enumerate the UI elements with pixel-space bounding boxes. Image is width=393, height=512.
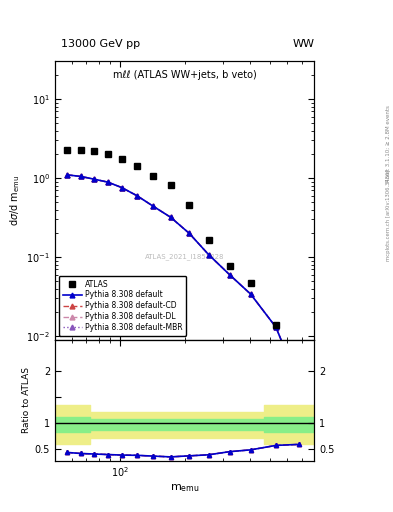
Pythia 8.308 default	[274, 324, 278, 330]
Pythia 8.308 default-DL	[274, 324, 278, 330]
Line: Pythia 8.308 default-DL: Pythia 8.308 default-DL	[65, 173, 301, 386]
Pythia 8.308 default-CD	[134, 193, 139, 199]
ATLAS	[151, 173, 156, 179]
Pythia 8.308 default-CD	[65, 172, 70, 178]
Pythia 8.308 default-DL	[119, 184, 124, 190]
Pythia 8.308 default-CD	[297, 380, 301, 387]
Pythia 8.308 default-DL	[168, 214, 173, 220]
Pythia 8.308 default	[248, 291, 253, 297]
Text: mcplots.cern.ch [arXiv:1306.3436]: mcplots.cern.ch [arXiv:1306.3436]	[386, 169, 391, 261]
ATLAS	[92, 148, 97, 154]
Pythia 8.308 default	[297, 380, 301, 387]
Pythia 8.308 default-MBR	[206, 251, 211, 258]
Pythia 8.308 default	[168, 214, 173, 220]
Text: WW: WW	[292, 38, 314, 49]
Pythia 8.308 default-CD	[106, 179, 110, 185]
Y-axis label: Ratio to ATLAS: Ratio to ATLAS	[22, 367, 31, 433]
Pythia 8.308 default-MBR	[79, 174, 83, 180]
Pythia 8.308 default-DL	[92, 176, 97, 182]
Pythia 8.308 default-CD	[274, 324, 278, 330]
Pythia 8.308 default-DL	[248, 291, 253, 297]
Pythia 8.308 default-DL	[297, 380, 301, 387]
ATLAS	[65, 146, 70, 153]
Pythia 8.308 default-CD	[248, 291, 253, 297]
Pythia 8.308 default-MBR	[106, 179, 110, 185]
Pythia 8.308 default-MBR	[168, 214, 173, 220]
Line: Pythia 8.308 default-CD: Pythia 8.308 default-CD	[65, 173, 301, 386]
ATLAS	[297, 357, 301, 363]
ATLAS	[168, 181, 173, 187]
Pythia 8.308 default-MBR	[134, 193, 139, 199]
Pythia 8.308 default-CD	[92, 176, 97, 182]
Pythia 8.308 default	[206, 251, 211, 258]
Line: Pythia 8.308 default: Pythia 8.308 default	[65, 173, 301, 386]
ATLAS	[248, 280, 253, 286]
Pythia 8.308 default	[65, 172, 70, 178]
Pythia 8.308 default-DL	[65, 172, 70, 178]
Pythia 8.308 default-DL	[106, 179, 110, 185]
Pythia 8.308 default-DL	[79, 174, 83, 180]
Pythia 8.308 default-DL	[206, 251, 211, 258]
Pythia 8.308 default-MBR	[274, 324, 278, 330]
Pythia 8.308 default-CD	[206, 251, 211, 258]
Pythia 8.308 default	[119, 184, 124, 190]
ATLAS	[206, 237, 211, 243]
ATLAS	[274, 322, 278, 328]
Pythia 8.308 default	[227, 271, 232, 278]
Text: Rivet 3.1.10; ≥ 2.8M events: Rivet 3.1.10; ≥ 2.8M events	[386, 105, 391, 182]
Pythia 8.308 default-DL	[227, 271, 232, 278]
Pythia 8.308 default-MBR	[92, 176, 97, 182]
Pythia 8.308 default-CD	[119, 184, 124, 190]
Pythia 8.308 default-MBR	[227, 271, 232, 278]
Pythia 8.308 default-CD	[187, 230, 192, 237]
ATLAS	[134, 163, 139, 169]
ATLAS	[187, 202, 192, 208]
ATLAS	[79, 146, 83, 153]
Pythia 8.308 default	[187, 230, 192, 237]
Y-axis label: d$\sigma$/d m$_{\rm emu}$: d$\sigma$/d m$_{\rm emu}$	[8, 175, 22, 226]
Pythia 8.308 default-DL	[134, 193, 139, 199]
Text: ATLAS_2021_I1852328: ATLAS_2021_I1852328	[145, 253, 224, 260]
Pythia 8.308 default-DL	[151, 203, 156, 209]
Pythia 8.308 default	[151, 203, 156, 209]
Pythia 8.308 default-CD	[79, 174, 83, 180]
Text: mℓℓ (ATLAS WW+jets, b veto): mℓℓ (ATLAS WW+jets, b veto)	[113, 70, 257, 80]
X-axis label: m$_{\rm emu}$: m$_{\rm emu}$	[170, 482, 200, 494]
Line: Pythia 8.308 default-MBR: Pythia 8.308 default-MBR	[65, 173, 301, 386]
Line: ATLAS: ATLAS	[64, 146, 302, 363]
Pythia 8.308 default-MBR	[248, 291, 253, 297]
Pythia 8.308 default-MBR	[187, 230, 192, 237]
Pythia 8.308 default-MBR	[119, 184, 124, 190]
Text: 13000 GeV pp: 13000 GeV pp	[61, 38, 140, 49]
Pythia 8.308 default	[79, 174, 83, 180]
Pythia 8.308 default-CD	[151, 203, 156, 209]
Pythia 8.308 default-DL	[187, 230, 192, 237]
Legend: ATLAS, Pythia 8.308 default, Pythia 8.308 default-CD, Pythia 8.308 default-DL, P: ATLAS, Pythia 8.308 default, Pythia 8.30…	[59, 275, 186, 336]
Pythia 8.308 default	[134, 193, 139, 199]
Pythia 8.308 default-CD	[227, 271, 232, 278]
ATLAS	[119, 156, 124, 162]
Pythia 8.308 default-CD	[168, 214, 173, 220]
Pythia 8.308 default-MBR	[65, 172, 70, 178]
Pythia 8.308 default-MBR	[297, 380, 301, 387]
ATLAS	[106, 151, 110, 157]
Pythia 8.308 default-MBR	[151, 203, 156, 209]
Pythia 8.308 default	[92, 176, 97, 182]
Pythia 8.308 default	[106, 179, 110, 185]
ATLAS	[227, 263, 232, 269]
